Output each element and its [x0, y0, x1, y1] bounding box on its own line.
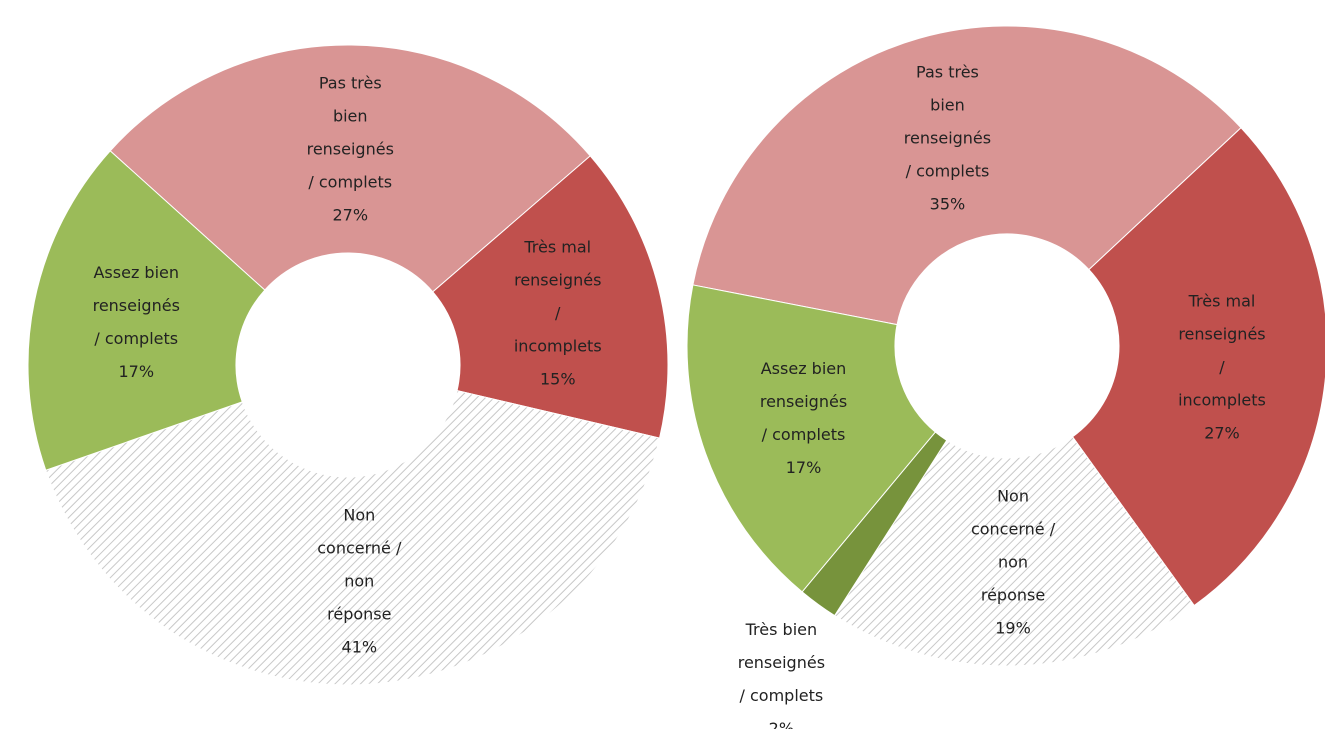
donut-slice	[833, 436, 1195, 667]
value-label: 41%	[341, 637, 378, 657]
slice-label: Assez bien renseignés / complets 17%	[88, 256, 184, 388]
slice-label: Assez bien renseignés / complets 17%	[756, 352, 852, 484]
slice-label: Très bien renseignés / complets 2%	[733, 613, 829, 729]
category-label: Très bien renseignés / complets	[737, 620, 826, 706]
category-label: Assez bien renseignés / complets	[92, 263, 180, 349]
donut-slice	[27, 150, 266, 471]
category-label: Pas très bien renseignés / complets	[903, 62, 992, 181]
value-label: 17%	[785, 458, 822, 478]
donut-slice	[109, 44, 591, 293]
slice-label: Très mal renseignés / incomplets 27%	[1174, 285, 1270, 450]
value-label: 35%	[929, 194, 966, 214]
slice-label: Non concerné / non réponse 41%	[311, 498, 407, 663]
category-label: Assez bien renseignés / complets	[759, 359, 848, 445]
slice-label: Très mal renseignés / incomplets 15%	[510, 231, 606, 396]
donut-slice	[1071, 127, 1325, 607]
category-label: Pas très bien renseignés / complets	[306, 73, 394, 192]
value-label: 19%	[995, 618, 1031, 638]
donut-slice	[45, 389, 661, 686]
value-label: 27%	[332, 205, 369, 225]
value-label: 27%	[1204, 423, 1240, 443]
category-label: Très mal renseignés / incomplets	[1178, 291, 1266, 410]
category-label: Non concerné / non réponse	[317, 505, 402, 624]
slice-label: Pas très bien renseignés / complets 27%	[302, 67, 398, 232]
donut-slice	[692, 25, 1242, 326]
value-label: 15%	[539, 369, 576, 389]
value-label: 2%	[768, 719, 795, 729]
category-label: Non concerné / non réponse	[970, 486, 1056, 605]
category-label: Très mal renseignés / incomplets	[513, 237, 602, 356]
slice-label: Pas très bien renseignés / complets 35%	[899, 56, 995, 221]
donut-slice	[432, 155, 669, 439]
value-label: 17%	[118, 362, 155, 382]
donut-slice	[686, 284, 937, 593]
slice-label: Non concerné / non réponse 19%	[965, 479, 1061, 644]
